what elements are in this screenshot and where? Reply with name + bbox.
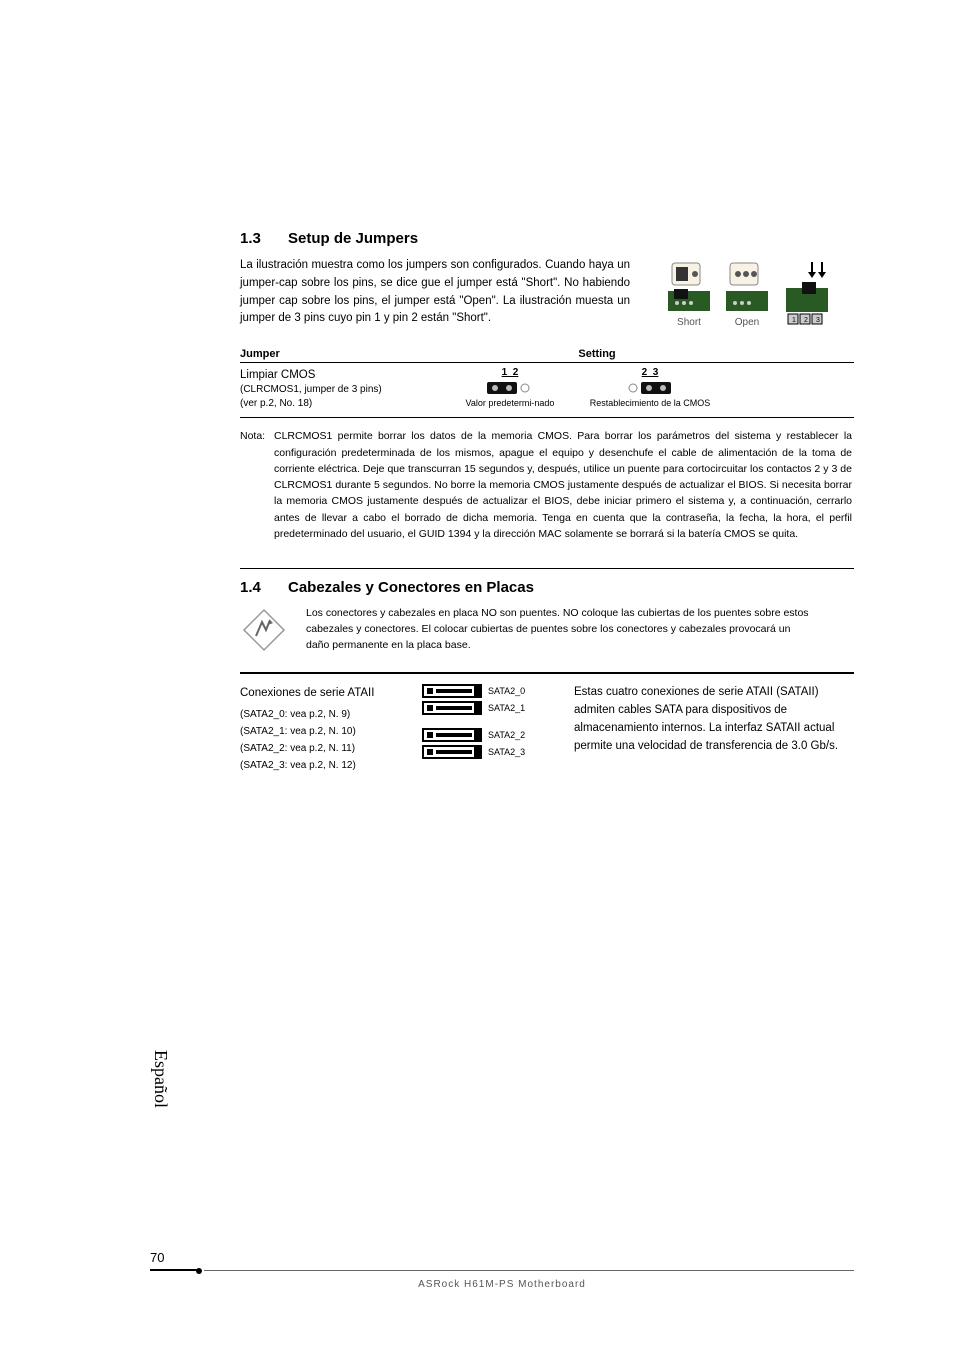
conn-line-3: (SATA2_3: vea p.2, N. 12) (240, 757, 410, 774)
footer-text: ASRock H61M-PS Motherboard (150, 1279, 854, 1290)
open-label: Open (735, 317, 759, 328)
connector-left: Conexiones de serie ATAII (SATA2_0: vea … (240, 684, 410, 774)
jumper-action-icon: 1 2 3 (782, 258, 832, 328)
sata-label-2: SATA2_2 (488, 730, 525, 740)
conn-title: Conexiones de serie ATAII (240, 684, 410, 704)
warning-callout: Los conectores y cabezales en placa NO s… (240, 606, 854, 654)
sata-label-3: SATA2_3 (488, 747, 525, 757)
svg-text:1: 1 (792, 317, 796, 324)
section-1-4-num: 1.4 (240, 579, 288, 596)
section-1-3-intro: La ilustración muestra como los jumpers … (240, 257, 630, 328)
pins-1-2-icon (485, 380, 535, 396)
warning-icon (240, 606, 288, 654)
sata-label-1: SATA2_1 (488, 703, 525, 713)
sata-port-3: SATA2_3 (422, 745, 562, 759)
row-sub1: (CLRCMOS1, jumper de 3 pins) (240, 383, 440, 397)
row-sub2: (ver p.2, No. 18) (240, 397, 440, 411)
intro-row: La ilustración muestra como los jumpers … (240, 257, 854, 328)
jumper-table-header: Jumper Setting (240, 348, 854, 363)
jumper-illustration: Short Open (644, 257, 854, 328)
svg-text:3: 3 (816, 317, 820, 324)
jumper-table-row: Limpiar CMOS (CLRCMOS1, jumper de 3 pins… (240, 363, 854, 411)
sata-port-2: SATA2_2 (422, 728, 562, 742)
page-footer: 70 ASRock H61M-PS Motherboard (150, 1250, 854, 1290)
th-jumper: Jumper (240, 348, 440, 360)
nota-text: CLRCMOS1 permite borrar los datos de la … (274, 428, 852, 542)
section-1-3-num: 1.3 (240, 230, 288, 247)
table-rule (240, 417, 854, 418)
connector-desc: Estas cuatro conexiones de serie ATAII (… (574, 684, 854, 774)
nota-block: Nota:CLRCMOS1 permite borrar los datos d… (240, 428, 854, 542)
row-name: Limpiar CMOS (240, 367, 440, 383)
short-label: Short (677, 317, 701, 328)
pins-2-3-icon (625, 380, 675, 396)
page: 1.3Setup de Jumpers La ilustración muest… (0, 0, 954, 1350)
connector-mid: SATA2_0 SATA2_1 SATA2_2 SATA2_3 (422, 684, 562, 774)
section-1-4-heading: 1.4Cabezales y Conectores en Placas (240, 579, 854, 596)
connector-row: Conexiones de serie ATAII (SATA2_0: vea … (240, 684, 854, 774)
sata-icon (422, 684, 482, 698)
page-number: 70 (150, 1250, 854, 1265)
conn-line-1: (SATA2_1: vea p.2, N. 10) (240, 723, 410, 740)
sata-port-1: SATA2_1 (422, 701, 562, 715)
sata-icon (422, 701, 482, 715)
conn-rule (240, 672, 854, 674)
footer-rule-left (150, 1269, 198, 1271)
section-divider (240, 568, 854, 569)
footer-rule-right (204, 1270, 854, 1271)
sata-icon (422, 728, 482, 742)
right-pin-label: 2_3 (642, 367, 659, 378)
section-1-4-title: Cabezales y Conectores en Placas (288, 579, 534, 596)
warning-text: Los conectores y cabezales en placa NO s… (306, 606, 854, 653)
sata-icon (422, 745, 482, 759)
open-closeup-icon (724, 257, 770, 313)
left-pin-label: 1_2 (502, 367, 519, 378)
section-1-3-title: Setup de Jumpers (288, 230, 418, 247)
svg-text:2: 2 (804, 317, 808, 324)
section-1-3-heading: 1.3Setup de Jumpers (240, 230, 854, 247)
th-setting: Setting (440, 348, 854, 360)
language-tab: Español (150, 1050, 171, 1108)
conn-line-2: (SATA2_2: vea p.2, N. 11) (240, 740, 410, 757)
left-pin-caption: Valor predetermi-nado (466, 398, 555, 410)
conn-line-0: (SATA2_0: vea p.2, N. 9) (240, 706, 410, 723)
right-pin-caption: Restablecimiento de la CMOS (590, 398, 711, 410)
sata-label-0: SATA2_0 (488, 686, 525, 696)
short-closeup-icon (666, 257, 712, 313)
sata-port-0: SATA2_0 (422, 684, 562, 698)
nota-label: Nota: (240, 428, 274, 444)
